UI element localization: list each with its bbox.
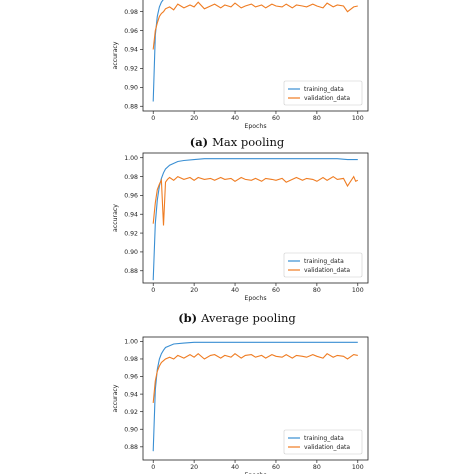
x-tick-label: 80 (313, 464, 321, 471)
legend-label-validation_data: validation_data (304, 95, 350, 102)
y-axis-label: accuracy (112, 384, 119, 412)
axes-frame (142, 336, 369, 461)
y-tick-label: 0.88 (124, 103, 138, 110)
x-tick-label: 40 (231, 115, 239, 122)
x-axis-label: Epochs (244, 472, 266, 474)
y-tick-label: 0.96 (124, 28, 138, 35)
x-tick-label: 80 (313, 287, 321, 294)
x-tick-label: 20 (190, 464, 198, 471)
y-tick-label: 0.96 (124, 193, 138, 200)
y-tick-label: 0.98 (124, 9, 138, 16)
figure-caption: (b) Average pooling (178, 311, 296, 325)
y-tick-label: 0.94 (124, 391, 138, 398)
y-tick-label: 0.98 (124, 356, 138, 363)
series-line-validation_data (152, 1, 358, 50)
series-line-validation_data (152, 175, 359, 226)
series-line-training_data (152, 0, 164, 102)
axes-frame (142, 152, 369, 284)
y-tick-label: 0.94 (124, 47, 138, 54)
x-tick-label: 40 (231, 464, 239, 471)
x-tick-label: 0 (151, 115, 155, 122)
x-axis-label: Epochs (244, 295, 266, 302)
y-tick-label: 0.98 (124, 174, 138, 181)
caption-letter: (b) (178, 311, 201, 325)
x-tick-label: 100 (352, 115, 364, 122)
x-tick-label: 80 (313, 115, 321, 122)
chart-panel-1: 0.88 0.90 0.92 0.94 0.96 0.98 0 20 40 60 80 100 Epoc… (112, 0, 369, 149)
x-tick-label: 60 (272, 287, 280, 294)
y-tick-label: 0.92 (124, 66, 138, 73)
legend: training_data validation_data (283, 429, 363, 455)
y-tick-label: 0.90 (124, 249, 138, 256)
legend-box (283, 429, 363, 455)
y-tick-label: 1.00 (124, 155, 138, 162)
legend-box (283, 252, 363, 278)
legend-label-validation_data: validation_data (304, 444, 350, 451)
x-axis-label: Epochs (244, 123, 266, 130)
y-tick-label: 0.96 (124, 374, 138, 381)
y-tick-label: 0.92 (124, 409, 138, 416)
y-tick-label: 0.92 (124, 230, 138, 237)
x-tick-label: 100 (352, 287, 364, 294)
x-tick-label: 0 (151, 464, 155, 471)
y-tick-label: 1.00 (124, 339, 138, 346)
series-line-training_data (152, 341, 358, 452)
y-tick-label: 0.88 (124, 268, 138, 275)
figure-caption: (a) Max pooling (190, 135, 285, 149)
series-line-validation_data (152, 352, 358, 403)
caption-text: Average pooling (200, 311, 296, 325)
x-tick-label: 20 (190, 287, 198, 294)
x-tick-label: 60 (272, 464, 280, 471)
caption-text: Max pooling (212, 135, 285, 149)
y-tick-label: 0.90 (124, 85, 138, 92)
chart-panel-2: 0.88 0.90 0.92 0.94 0.96 0.98 1.00 0 20 40 60 80 100… (112, 152, 369, 325)
x-tick-label: 20 (190, 115, 198, 122)
legend-label-training_data: training_data (304, 258, 344, 265)
legend: training_data validation_data (283, 252, 363, 278)
legend: training_data validation_data (283, 80, 363, 106)
caption-letter: (a) (190, 135, 212, 149)
y-tick-label: 0.90 (124, 426, 138, 433)
y-tick-label: 0.88 (124, 444, 138, 451)
chart-panel-3: 0.88 0.90 0.92 0.94 0.96 0.98 1.00 0 20 40 60 80 100… (112, 336, 369, 474)
legend-box (283, 80, 363, 106)
y-axis-label: accuracy (112, 41, 119, 69)
x-tick-label: 100 (352, 464, 364, 471)
y-tick-label: 0.94 (124, 211, 138, 218)
x-tick-label: 40 (231, 287, 239, 294)
x-tick-label: 60 (272, 115, 280, 122)
x-tick-label: 0 (151, 287, 155, 294)
legend-label-validation_data: validation_data (304, 267, 350, 274)
y-axis-label: accuracy (112, 204, 119, 232)
legend-label-training_data: training_data (304, 86, 344, 93)
legend-label-training_data: training_data (304, 435, 344, 442)
